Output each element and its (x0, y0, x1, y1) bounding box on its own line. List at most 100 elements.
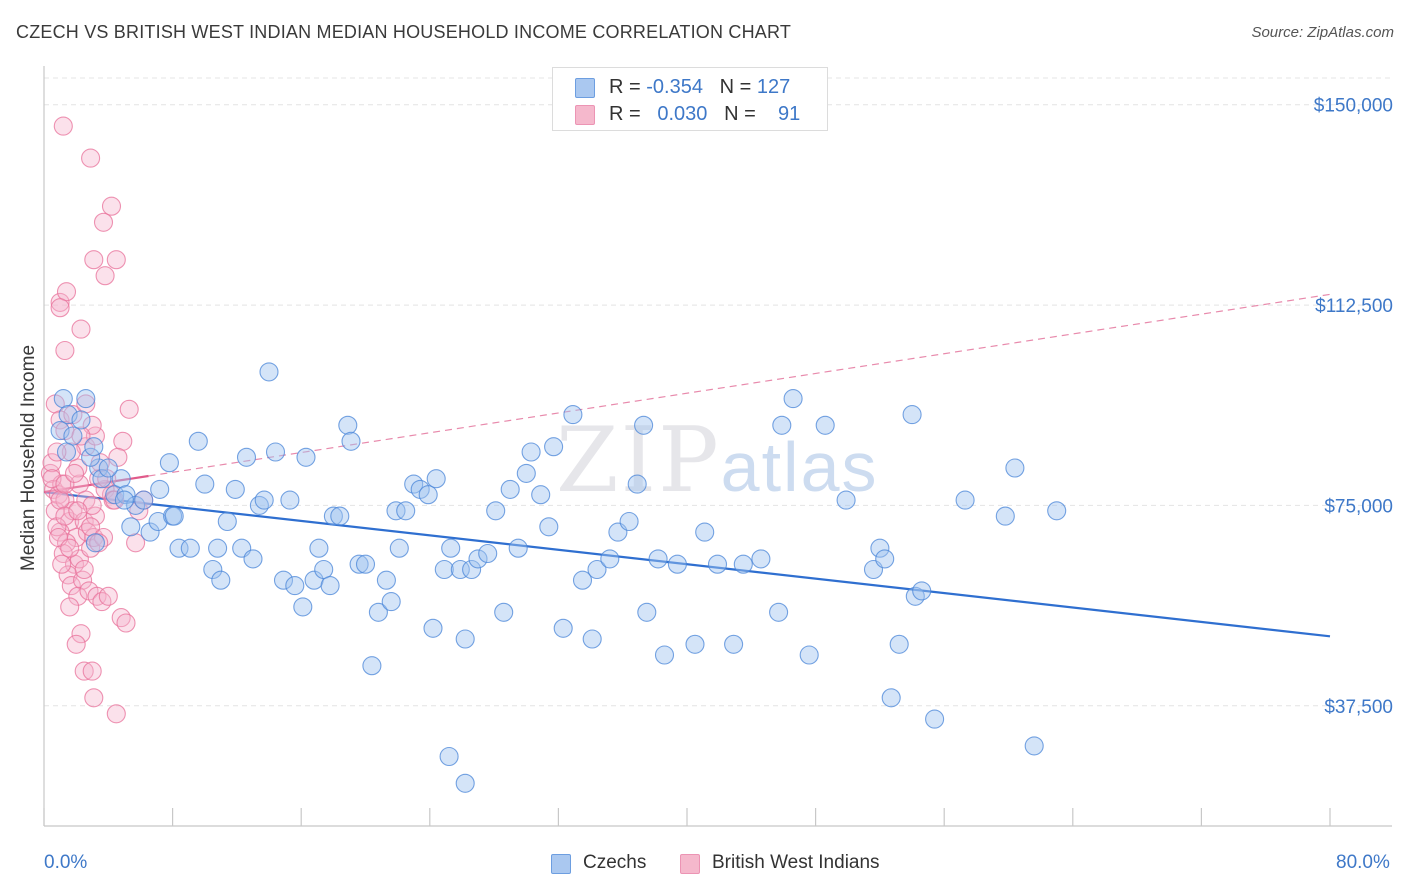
data-point (881, 688, 901, 708)
data-point (116, 613, 136, 633)
data-point (150, 479, 170, 499)
data-point (293, 597, 313, 617)
data-point (159, 453, 179, 473)
legend-swatch-czechs (575, 78, 595, 98)
data-point (925, 709, 945, 729)
data-point (441, 538, 461, 558)
data-point (799, 645, 819, 665)
data-point (404, 474, 424, 494)
data-point (129, 501, 149, 521)
data-point (71, 410, 91, 430)
data-point (42, 469, 62, 489)
data-point (685, 634, 705, 654)
data-point (71, 624, 91, 644)
data-point (355, 554, 376, 574)
data-point (619, 511, 639, 532)
data-point (76, 389, 96, 409)
bottom-legend-label-british-west-indians: British West Indians (712, 852, 880, 873)
data-point (600, 549, 620, 569)
data-point (955, 490, 975, 510)
data-point (772, 415, 792, 435)
data-point (815, 415, 835, 435)
data-point (912, 581, 932, 601)
source-label: Source: ZipAtlas.com (1251, 24, 1394, 41)
data-point (108, 447, 128, 467)
data-point (531, 485, 551, 505)
data-point (1024, 736, 1044, 756)
data-point (55, 474, 75, 494)
data-point (338, 415, 358, 435)
legend-text-british-west-indians: R = 0.030 N = 91 (609, 103, 800, 126)
data-point (140, 522, 160, 542)
data-point (254, 490, 274, 510)
data-point (50, 421, 70, 441)
data-point (82, 661, 102, 681)
data-point (309, 538, 329, 558)
data-point (243, 549, 263, 569)
bottom-legend-swatch-british-west-indians (680, 854, 700, 874)
data-point (280, 490, 300, 510)
data-point (61, 576, 81, 596)
data-point (486, 501, 506, 521)
data-point (889, 634, 909, 654)
data-point (114, 490, 134, 510)
data-point (58, 405, 78, 425)
data-point (418, 485, 438, 505)
data-point (320, 576, 340, 596)
data-point (330, 506, 350, 526)
data-point (74, 661, 94, 681)
data-point (1047, 501, 1067, 521)
data-point (368, 602, 388, 622)
data-point (563, 405, 583, 425)
data-point (376, 570, 396, 590)
data-point (92, 592, 112, 612)
data-point (539, 517, 559, 537)
data-point (60, 538, 80, 558)
data-point (627, 474, 647, 494)
data-point (188, 431, 208, 451)
data-point (455, 773, 475, 793)
data-point (56, 282, 77, 302)
data-point (285, 576, 305, 596)
data-point (121, 517, 141, 537)
data-point (85, 506, 105, 526)
data-point (93, 212, 114, 232)
data-point (105, 490, 125, 510)
data-point (85, 533, 105, 553)
data-point (273, 570, 294, 590)
data-point (76, 437, 96, 457)
data-point (98, 458, 118, 478)
data-point (439, 746, 459, 767)
trend-lines (43, 293, 1331, 638)
data-point (724, 634, 744, 654)
legend-r-label: R = (609, 103, 641, 125)
data-point (236, 447, 257, 467)
watermark-atlas: atlas (720, 428, 879, 506)
data-point (105, 485, 125, 505)
data-point (875, 549, 895, 569)
data-point (106, 704, 126, 724)
legend: R = -0.354 N = 127 R = 0.030 N = 91 (552, 67, 828, 131)
data-point (695, 522, 715, 542)
data-point (68, 501, 88, 521)
data-point (55, 490, 75, 510)
trend-line-czechs (43, 490, 1331, 638)
data-point (71, 319, 91, 339)
data-point (349, 554, 369, 574)
data-point (634, 415, 654, 435)
legend-n-value: 91 (778, 103, 801, 125)
data-point (870, 538, 890, 558)
data-point (56, 442, 77, 462)
data-point (521, 442, 541, 462)
y-tick-label: $75,000 (1324, 496, 1393, 517)
data-point (783, 389, 803, 409)
data-point (164, 506, 184, 526)
data-point (64, 463, 85, 483)
trend-line-british-west-indians-dashed (148, 293, 1331, 477)
data-point (423, 618, 443, 638)
data-point (106, 250, 126, 270)
data-point (707, 554, 728, 574)
data-point (667, 554, 687, 574)
data-point (82, 495, 102, 515)
